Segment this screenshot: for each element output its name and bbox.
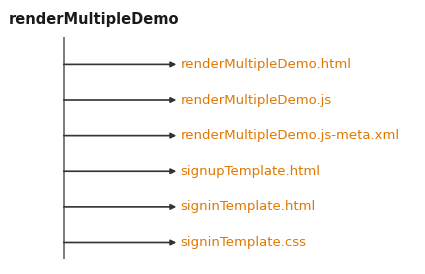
Text: renderMultipleDemo.js: renderMultipleDemo.js bbox=[181, 93, 332, 107]
Text: renderMultipleDemo: renderMultipleDemo bbox=[8, 12, 179, 27]
Text: renderMultipleDemo.html: renderMultipleDemo.html bbox=[181, 58, 351, 71]
Text: signinTemplate.css: signinTemplate.css bbox=[181, 236, 306, 249]
Text: signupTemplate.html: signupTemplate.html bbox=[181, 165, 320, 178]
Text: renderMultipleDemo.js-meta.xml: renderMultipleDemo.js-meta.xml bbox=[181, 129, 400, 142]
Text: signinTemplate.html: signinTemplate.html bbox=[181, 200, 316, 213]
